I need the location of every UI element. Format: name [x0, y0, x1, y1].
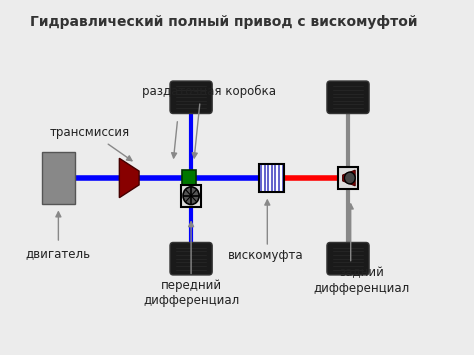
Bar	[264, 165, 265, 191]
Bar	[271, 165, 273, 191]
Text: раздаточная коробка: раздаточная коробка	[142, 85, 276, 98]
Polygon shape	[119, 158, 139, 198]
FancyBboxPatch shape	[327, 81, 369, 114]
Bar	[260, 165, 262, 191]
Text: Гидравлический полный привод с вискомуфтой: Гидравлический полный привод с вискомуфт…	[30, 15, 417, 29]
Text: двигатель: двигатель	[26, 247, 91, 260]
FancyBboxPatch shape	[170, 81, 212, 114]
Text: вискомуфта: вискомуфта	[228, 249, 303, 262]
Bar	[182, 170, 196, 186]
FancyBboxPatch shape	[327, 242, 369, 275]
Circle shape	[183, 187, 199, 204]
Bar	[278, 165, 280, 191]
Bar	[267, 165, 269, 191]
Bar	[181, 185, 201, 207]
Bar	[274, 165, 276, 191]
Bar	[259, 164, 284, 192]
Bar	[282, 165, 283, 191]
Polygon shape	[343, 170, 355, 186]
Text: трансмиссия: трансмиссия	[50, 126, 130, 138]
FancyBboxPatch shape	[170, 242, 212, 275]
Bar	[42, 152, 74, 203]
Text: передний
дифференциал: передний дифференциал	[143, 279, 239, 307]
Bar	[338, 167, 358, 189]
Circle shape	[345, 172, 355, 184]
Text: задний
дифференциал: задний дифференциал	[313, 267, 410, 295]
